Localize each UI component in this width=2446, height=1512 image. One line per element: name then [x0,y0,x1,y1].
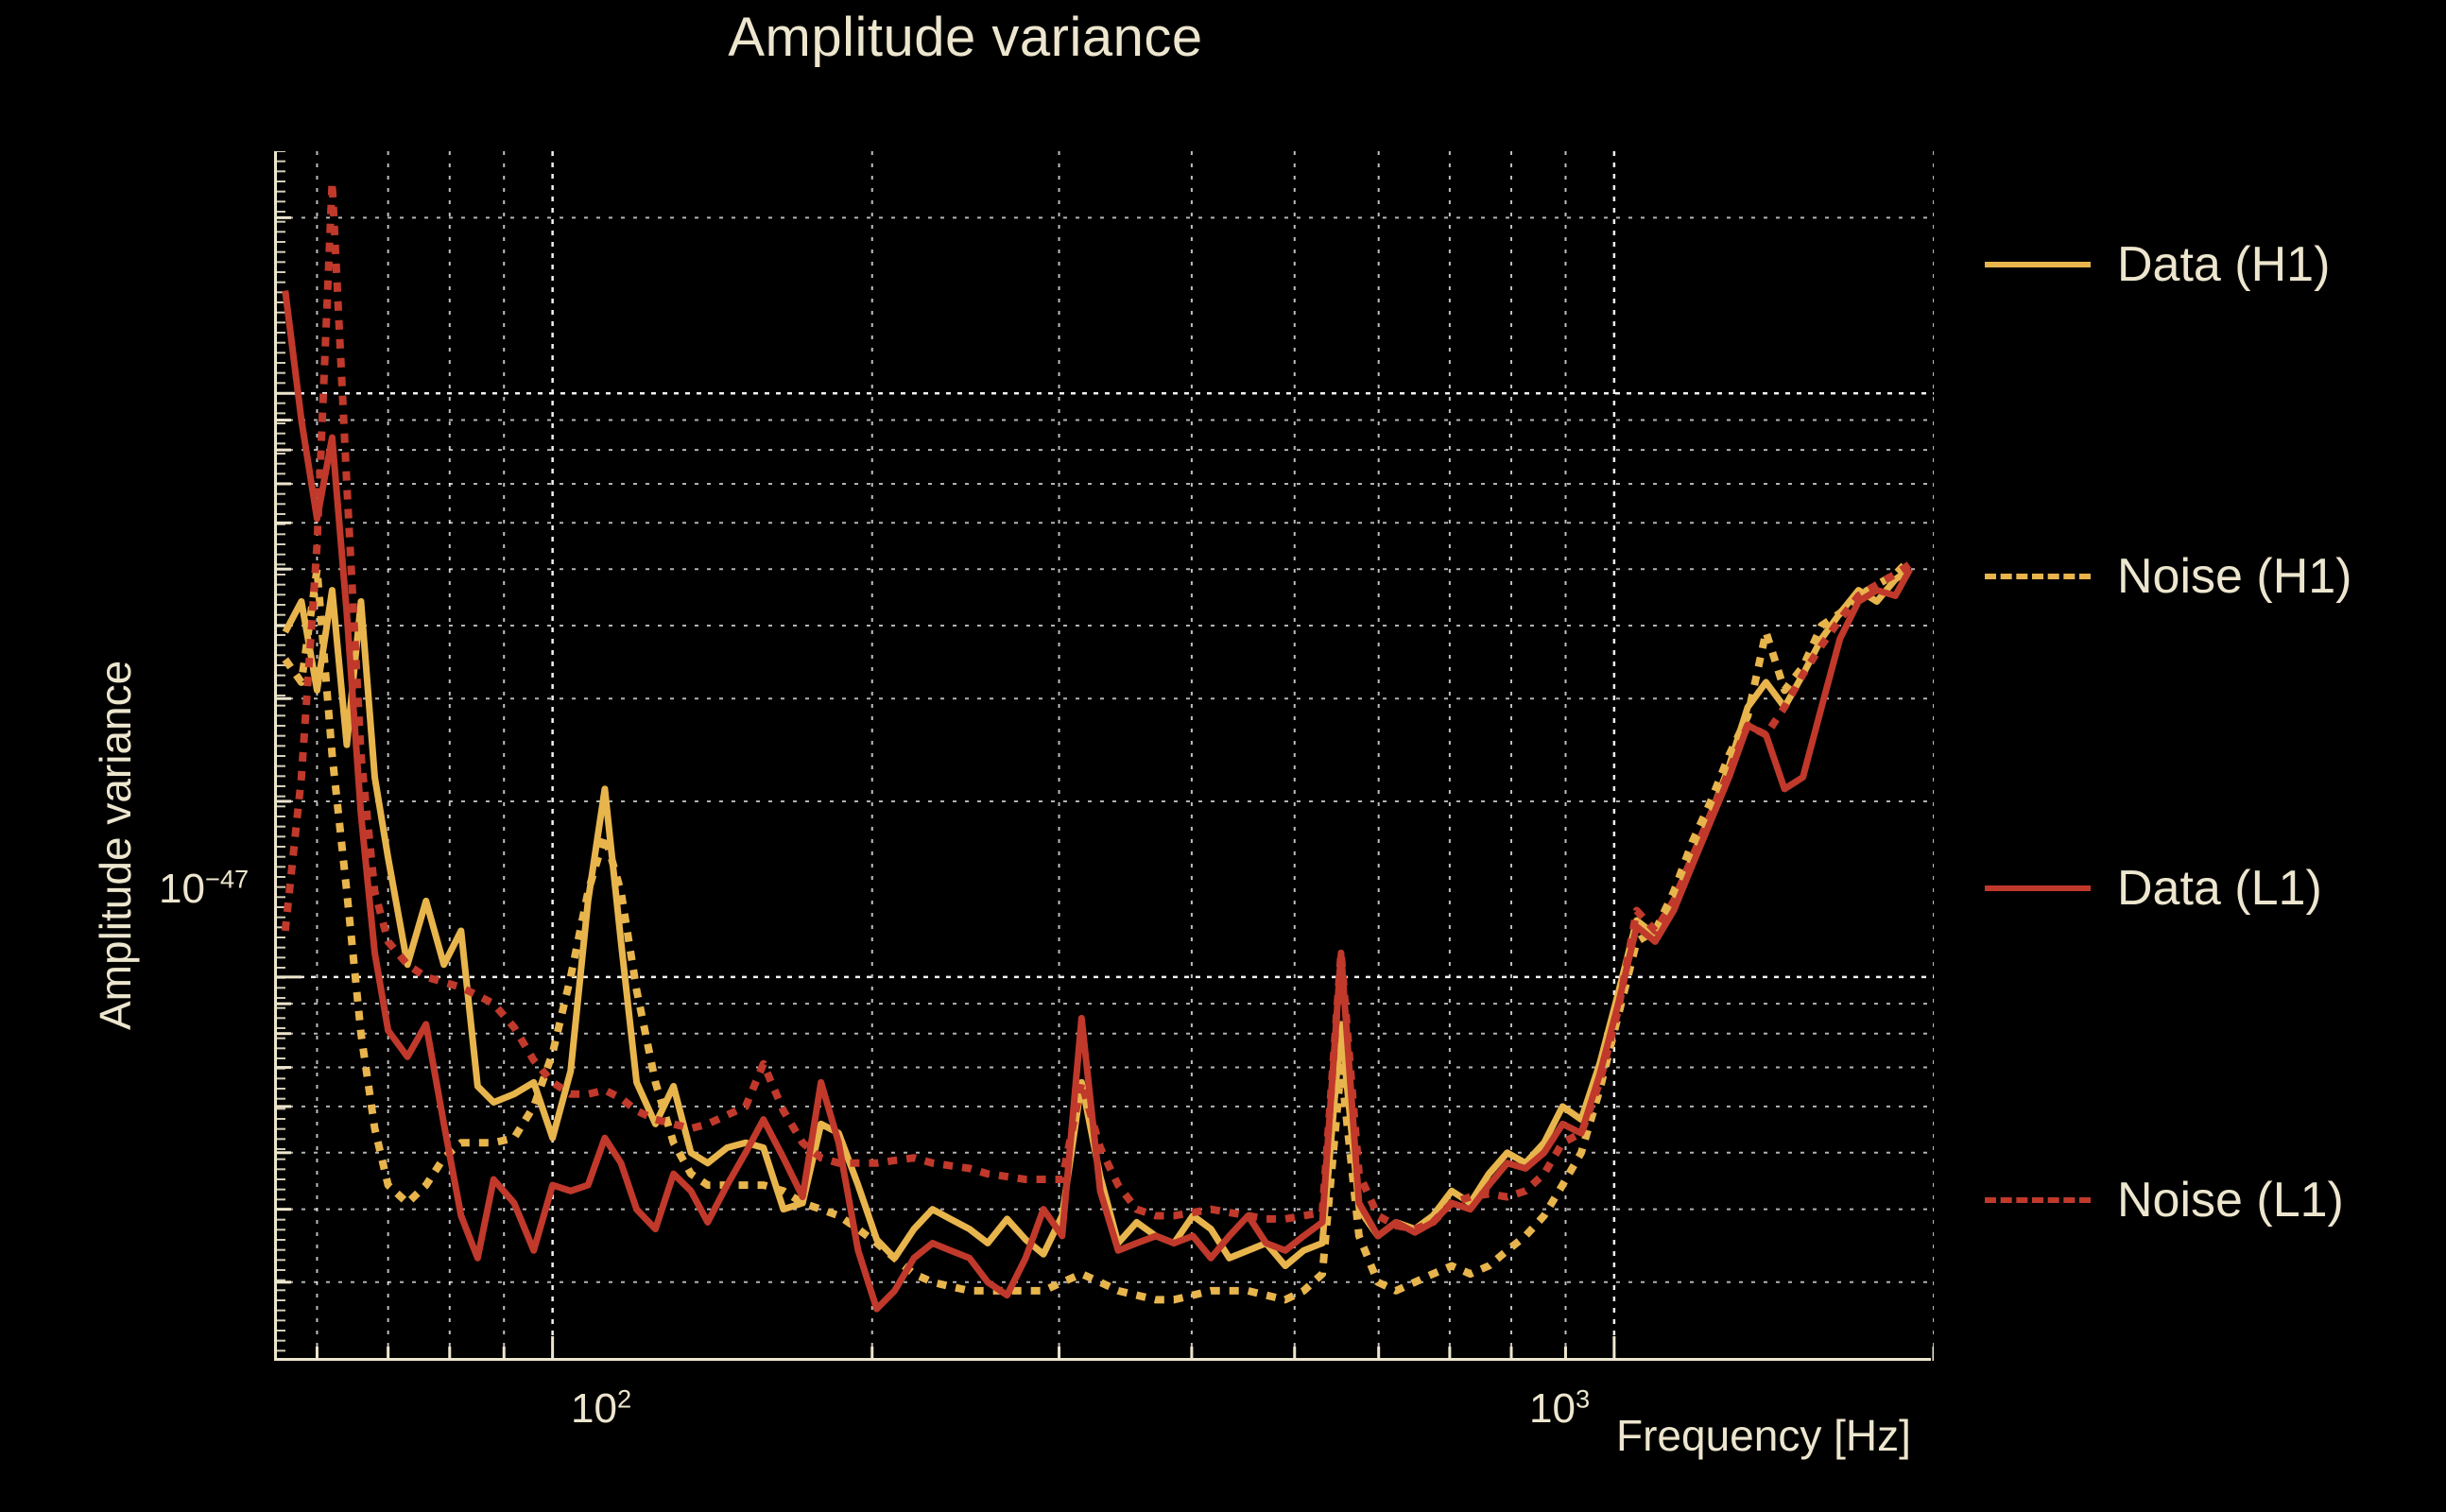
data-series-layer [281,178,1914,1313]
legend-swatch-icon [1985,574,2091,579]
legend-label: Data (L1) [2117,861,2322,916]
x-tick-mantissa: 10 [571,1385,617,1432]
legend-entry-noise-h1[interactable]: Noise (H1) [1985,548,2352,605]
plot-frame [274,151,1934,1361]
x-tick-exponent: 3 [1575,1383,1591,1414]
y-axis-tick-label: 10−47 [159,866,249,913]
y-tick-mantissa: 10 [159,866,205,912]
series-line [282,290,1914,1313]
plot-area [277,151,1934,1361]
legend-entry-data-l1[interactable]: Data (L1) [1985,860,2322,917]
page-title: Amplitude variance [728,7,1203,68]
x-tick-exponent: 2 [616,1383,632,1414]
series-line [282,566,1912,1269]
grid-lines [277,151,1934,1361]
legend-entry-noise-l1[interactable]: Noise (L1) [1985,1172,2344,1228]
legend-label: Noise (H1) [2117,549,2352,604]
series-line [281,178,1913,1233]
legend: Data (H1) Noise (H1) Data (L1) Noise (L1) [1985,236,2438,1238]
y-tick-exponent: −47 [204,864,250,894]
legend-swatch-icon [1985,885,2091,891]
legend-swatch-icon [1985,1197,2091,1203]
x-axis-tick-label: 102 [571,1385,631,1433]
x-tick-mantissa: 10 [1529,1385,1576,1432]
legend-swatch-icon [1985,262,2091,267]
legend-entry-data-h1[interactable]: Data (H1) [1985,236,2330,293]
legend-label: Noise (L1) [2117,1173,2344,1228]
y-axis-title: Amplitude variance [91,660,140,1030]
axis-ticks [277,151,1934,1361]
x-axis-tick-label: 103 [1529,1385,1590,1433]
x-axis-title: Frequency [Hz] [1616,1411,1911,1460]
legend-label: Data (H1) [2117,237,2331,292]
